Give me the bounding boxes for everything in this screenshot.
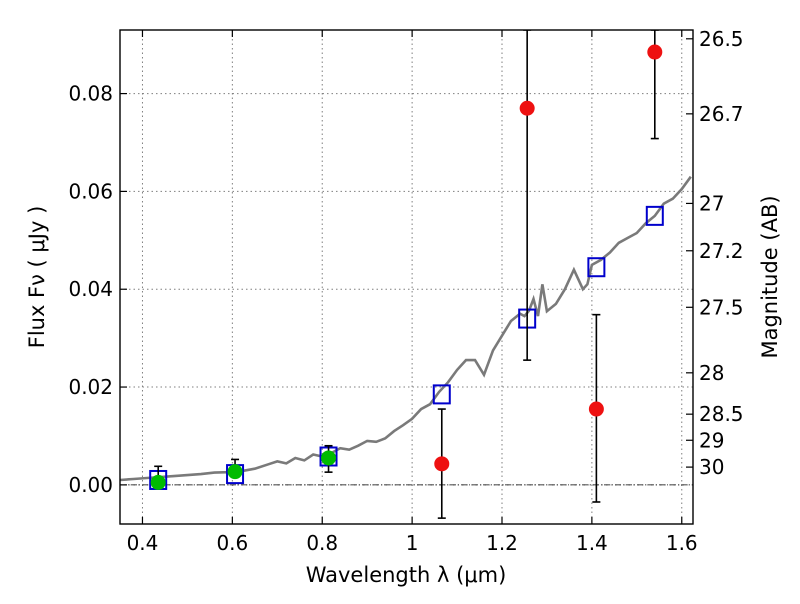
- y-tick-label: 0.06: [68, 179, 113, 203]
- y-tick-label: 0.08: [68, 82, 113, 106]
- x-tick-label: 1: [406, 531, 419, 555]
- mag-tick-label: 26.5: [699, 27, 744, 51]
- mag-tick-label: 27.5: [699, 295, 744, 319]
- model-photometry-square: [645, 205, 664, 226]
- mag-tick-label: 28.5: [699, 402, 744, 426]
- model-photometry-square: [587, 257, 606, 278]
- mag-tick-label: 27.2: [699, 239, 744, 263]
- x-tick-label: 1.2: [486, 531, 518, 555]
- mag-tick-label: 28: [699, 361, 724, 385]
- model-spectrum-line: [120, 175, 692, 482]
- x-tick-label: 1.4: [576, 531, 608, 555]
- grid: [120, 30, 693, 524]
- x-tick-label: 1.6: [666, 531, 698, 555]
- x-axis-label: Wavelength λ (μm): [306, 563, 507, 587]
- y-tick-label: 0.04: [68, 277, 113, 301]
- observed-green-point: [321, 450, 337, 466]
- observed-red-point: [588, 401, 604, 417]
- observed-red-point: [647, 44, 663, 60]
- mag-tick-label: 30: [699, 455, 724, 479]
- x-tick-label: 0.6: [216, 531, 248, 555]
- observed-green-point: [227, 464, 243, 480]
- y-tick-label: 0.02: [68, 375, 113, 399]
- x-tick-label: 0.8: [306, 531, 338, 555]
- observed-red-point: [519, 100, 535, 116]
- axes: 0.4 0.6 0.8 1 1.2 1.4 1.6 0.00 0.02 0.04 0.06 0.08 2…: [68, 27, 743, 555]
- y-axis-label: Flux Fν ( μJy ): [25, 206, 49, 349]
- y-tick-label: 0.00: [68, 473, 113, 497]
- mag-tick-label: 26.7: [699, 102, 744, 126]
- x-tick-label: 0.4: [127, 531, 159, 555]
- mag-tick-label: 29: [699, 428, 724, 452]
- y2-axis-label: Magnitude (AB): [758, 195, 782, 358]
- plot-area: [120, 30, 692, 519]
- observed-green-point: [150, 474, 166, 490]
- plot-frame: [119, 29, 694, 525]
- mag-tick-label: 27: [699, 191, 724, 215]
- model-photometry-square: [432, 384, 451, 405]
- observed-red-point: [434, 456, 450, 472]
